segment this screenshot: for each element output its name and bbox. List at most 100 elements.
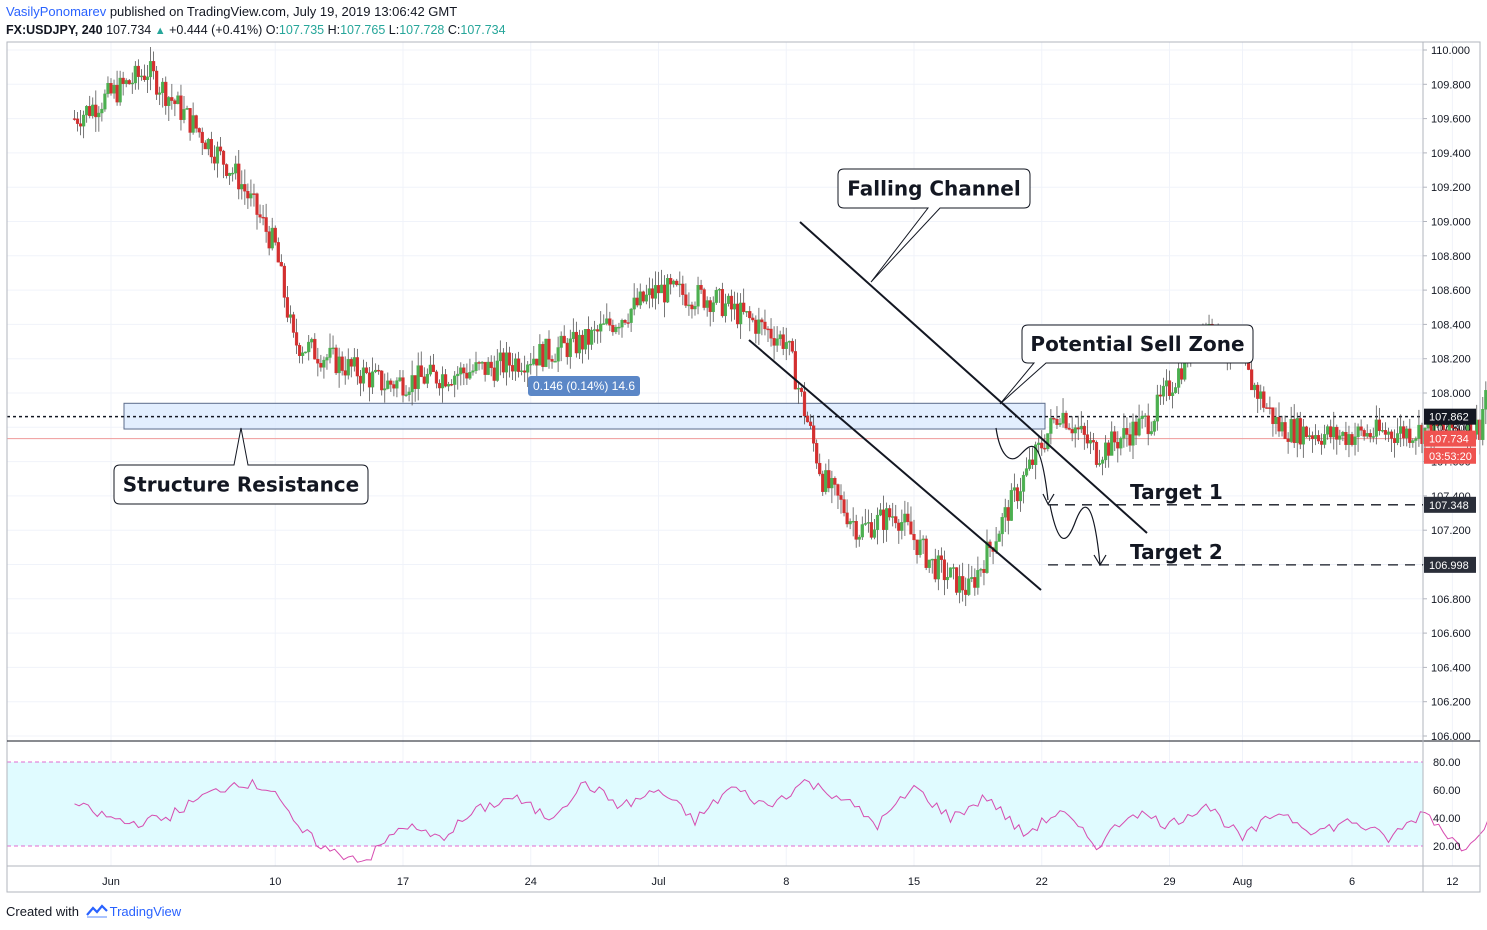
candle-up bbox=[1170, 392, 1175, 397]
candle-down bbox=[422, 376, 426, 384]
candle-down bbox=[507, 352, 512, 366]
callout-shape bbox=[999, 324, 1254, 405]
candle-up bbox=[866, 522, 870, 524]
falling-channel-callout[interactable]: Falling Channel bbox=[837, 168, 1031, 283]
low-label: L: bbox=[388, 23, 400, 37]
price-tick-label: 109.600 bbox=[1431, 114, 1471, 126]
price-label-badge bbox=[1424, 556, 1476, 573]
sell-zone-label: Potential Sell Zone bbox=[1030, 332, 1244, 356]
candle-down bbox=[392, 384, 396, 389]
structure-resistance-callout[interactable]: Structure Resistance bbox=[113, 427, 369, 505]
channel-lower-line[interactable] bbox=[748, 339, 1042, 591]
channel-upper-line[interactable] bbox=[799, 221, 1148, 534]
candle-up bbox=[632, 297, 636, 310]
tradingview-logo-icon bbox=[85, 904, 108, 918]
candle-up bbox=[875, 514, 880, 530]
chart-frames bbox=[6, 41, 1481, 893]
candle-down bbox=[450, 383, 454, 386]
time-tick-label: Jun bbox=[102, 876, 120, 888]
candle-up bbox=[310, 338, 314, 343]
candle-down bbox=[261, 216, 265, 219]
candle-down bbox=[1246, 362, 1251, 370]
candle-down bbox=[720, 289, 724, 317]
candle-up bbox=[1484, 390, 1487, 410]
tradingview-brand[interactable]: TradingView bbox=[109, 904, 182, 919]
author-link[interactable]: VasilyPonomarev bbox=[6, 4, 107, 19]
candle-down bbox=[751, 317, 755, 321]
candle-down bbox=[845, 512, 849, 525]
candle-down bbox=[1070, 429, 1074, 434]
candle-down bbox=[212, 156, 217, 164]
candle-down bbox=[1076, 427, 1080, 430]
candle-up bbox=[249, 193, 253, 199]
candle-down bbox=[669, 278, 673, 285]
candle-down bbox=[894, 516, 898, 524]
candle-up bbox=[1131, 421, 1135, 446]
measure-tooltip: 0.146 (0.14%) 14.6 bbox=[528, 376, 640, 396]
candle-up bbox=[513, 358, 518, 372]
candle-down bbox=[906, 513, 910, 522]
price-label-badge bbox=[1424, 447, 1476, 464]
candle-up bbox=[948, 567, 953, 578]
candle-down bbox=[1064, 412, 1068, 429]
candle-down bbox=[316, 358, 320, 364]
candle-up bbox=[453, 375, 457, 385]
projection-path[interactable] bbox=[995, 427, 1101, 565]
candle-down bbox=[355, 357, 359, 377]
candle-down bbox=[684, 294, 688, 306]
candle-up bbox=[967, 578, 971, 595]
falling-channel-label: Falling Channel bbox=[847, 177, 1020, 201]
candle-down bbox=[821, 473, 825, 492]
candle-down bbox=[401, 377, 405, 396]
candle-up bbox=[480, 361, 484, 364]
candle-up bbox=[711, 302, 715, 313]
price-tick-label: 106.200 bbox=[1431, 697, 1471, 709]
candle-down bbox=[477, 362, 481, 364]
candle-up bbox=[644, 294, 648, 302]
candle-down bbox=[1043, 447, 1047, 450]
candle-up bbox=[848, 521, 852, 525]
candle-up bbox=[659, 284, 664, 294]
candle-down bbox=[203, 142, 207, 150]
candle-down bbox=[334, 347, 338, 374]
candle-up bbox=[1341, 431, 1345, 436]
measure-badge bbox=[528, 376, 640, 396]
candle-up bbox=[951, 567, 956, 569]
price-tick-label: 109.200 bbox=[1431, 182, 1471, 194]
candle-up bbox=[617, 326, 621, 329]
symbol-label: FX:USDJPY, 240 bbox=[6, 23, 103, 37]
candle-up bbox=[1356, 426, 1360, 438]
candle-down bbox=[754, 319, 758, 334]
candle-up bbox=[468, 371, 472, 379]
time-tick-label: 10 bbox=[269, 876, 281, 888]
candle-down bbox=[115, 84, 119, 103]
candle-up bbox=[215, 146, 220, 164]
candle-up bbox=[206, 139, 210, 150]
price-tick-label: 109.400 bbox=[1431, 148, 1471, 160]
candle-up bbox=[176, 95, 180, 105]
candle-down bbox=[121, 77, 125, 84]
candle-up bbox=[1000, 516, 1004, 535]
candle-down bbox=[961, 576, 965, 591]
candle-up bbox=[459, 367, 463, 375]
target-2-label: Target 2 bbox=[1130, 540, 1223, 564]
candle-down bbox=[94, 104, 98, 118]
candle-down bbox=[358, 375, 363, 384]
sell-zone-callout[interactable]: Potential Sell Zone bbox=[999, 324, 1254, 405]
candle-up bbox=[395, 380, 399, 389]
candle-down bbox=[635, 297, 639, 306]
candle-up bbox=[1021, 474, 1026, 492]
candle-down bbox=[516, 358, 521, 372]
candle-down bbox=[1283, 422, 1287, 440]
candle-down bbox=[188, 108, 192, 133]
candle-down bbox=[1113, 431, 1117, 443]
candle-down bbox=[1277, 416, 1281, 432]
candle-down bbox=[909, 521, 913, 535]
candle-up bbox=[851, 521, 855, 523]
price-labels: 107.862 107.734 03:53:20 107.348 106.998 bbox=[1424, 408, 1476, 573]
time-axis[interactable]: Jun 10 17 24 Jul 8 15 22 29 Aug 6 12 bbox=[102, 876, 1458, 888]
price-label-badge bbox=[1424, 408, 1476, 425]
candle-up bbox=[1012, 487, 1016, 491]
candle-down bbox=[1116, 441, 1120, 449]
